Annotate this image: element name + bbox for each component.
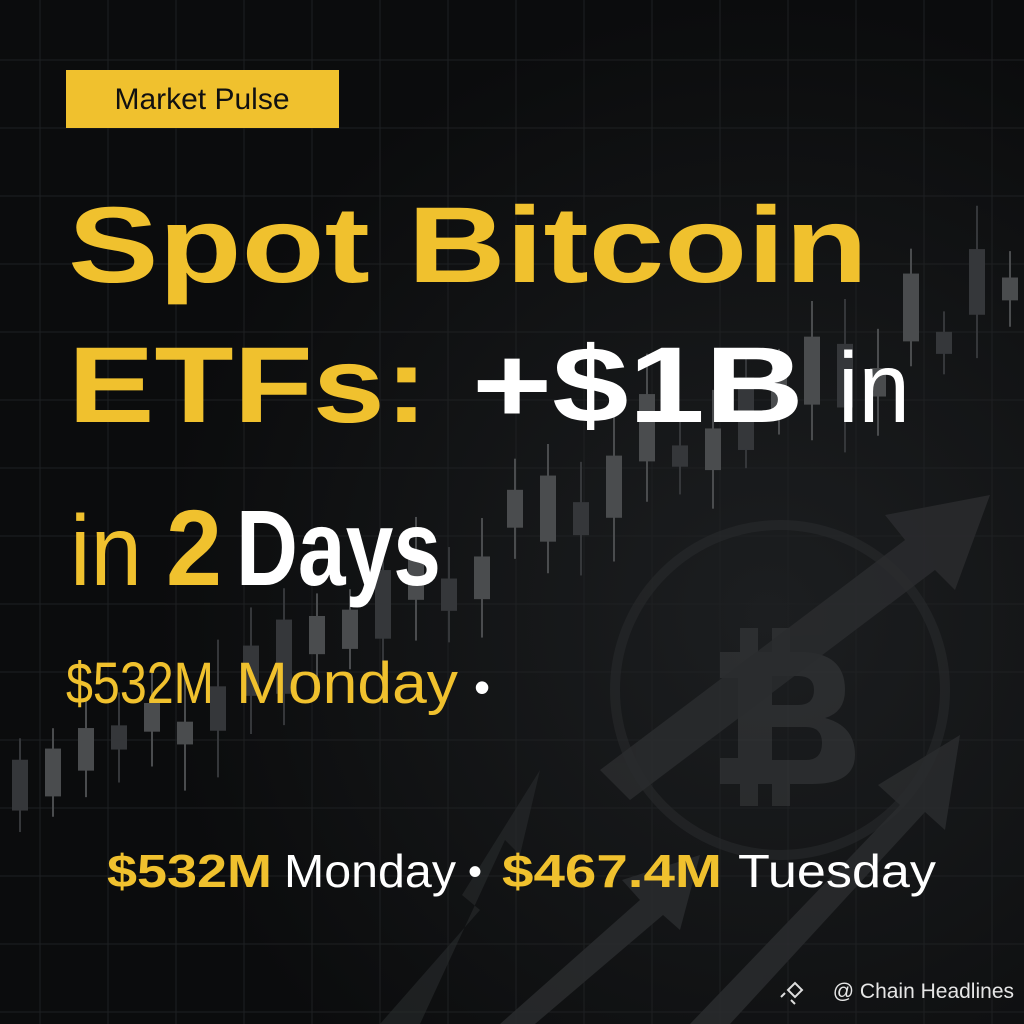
headline-line1: Spot Bitcoin <box>68 184 868 305</box>
footer-day: Tuesday <box>738 845 936 897</box>
candle-body <box>705 428 721 471</box>
candle-body <box>177 721 193 745</box>
candle-body <box>540 475 556 542</box>
candle-body <box>45 748 61 797</box>
candle-body <box>408 557 424 600</box>
headline-in-repeat: in <box>70 495 142 607</box>
watermark-logo <box>780 981 804 1005</box>
trend-arrows <box>380 495 990 1024</box>
footer-amount: $532M <box>107 845 272 897</box>
candle-body <box>738 377 754 450</box>
candle-body <box>144 702 160 732</box>
candle-body <box>903 273 919 342</box>
candle-body <box>936 331 952 354</box>
badge-label: Market Pulse <box>114 83 289 116</box>
headline-etfs: ETFs: <box>68 324 428 445</box>
candle-body <box>441 578 457 611</box>
candle-body <box>375 570 391 639</box>
candle-body <box>210 686 226 731</box>
subline-separator: • <box>474 661 490 713</box>
headline-days: Days <box>236 487 441 608</box>
headline-in: in <box>838 332 910 444</box>
candle-body <box>12 759 28 811</box>
candle-body <box>639 394 655 462</box>
headline-amount: +$1B <box>472 324 804 445</box>
candle-body <box>507 489 523 528</box>
subline-amount: $532M <box>66 651 214 716</box>
footer-day: Monday <box>284 845 456 897</box>
candle-body <box>771 369 787 414</box>
subline-day: Monday <box>236 651 458 716</box>
candle-body <box>606 455 622 518</box>
candle-body <box>837 343 853 408</box>
watermark: @ Chain Headlines <box>833 980 1014 1003</box>
candlesticks <box>12 205 1018 833</box>
candle-body <box>573 502 589 536</box>
candle-body <box>78 728 94 771</box>
candle-body <box>969 249 985 315</box>
candle-body <box>804 336 820 405</box>
candle-body <box>111 725 127 750</box>
candle-body <box>243 645 259 696</box>
candle-body <box>1002 277 1018 301</box>
candle-body <box>342 609 358 649</box>
badge-background <box>66 70 339 128</box>
footer-amount: $467.4M <box>502 845 722 897</box>
candle-body <box>870 368 886 397</box>
candle-body <box>474 556 490 600</box>
headline-number: 2 <box>166 487 222 608</box>
footer-separator: • <box>468 850 482 894</box>
candle-body <box>309 616 325 655</box>
candle-body <box>672 445 688 467</box>
candle-body <box>276 619 292 694</box>
